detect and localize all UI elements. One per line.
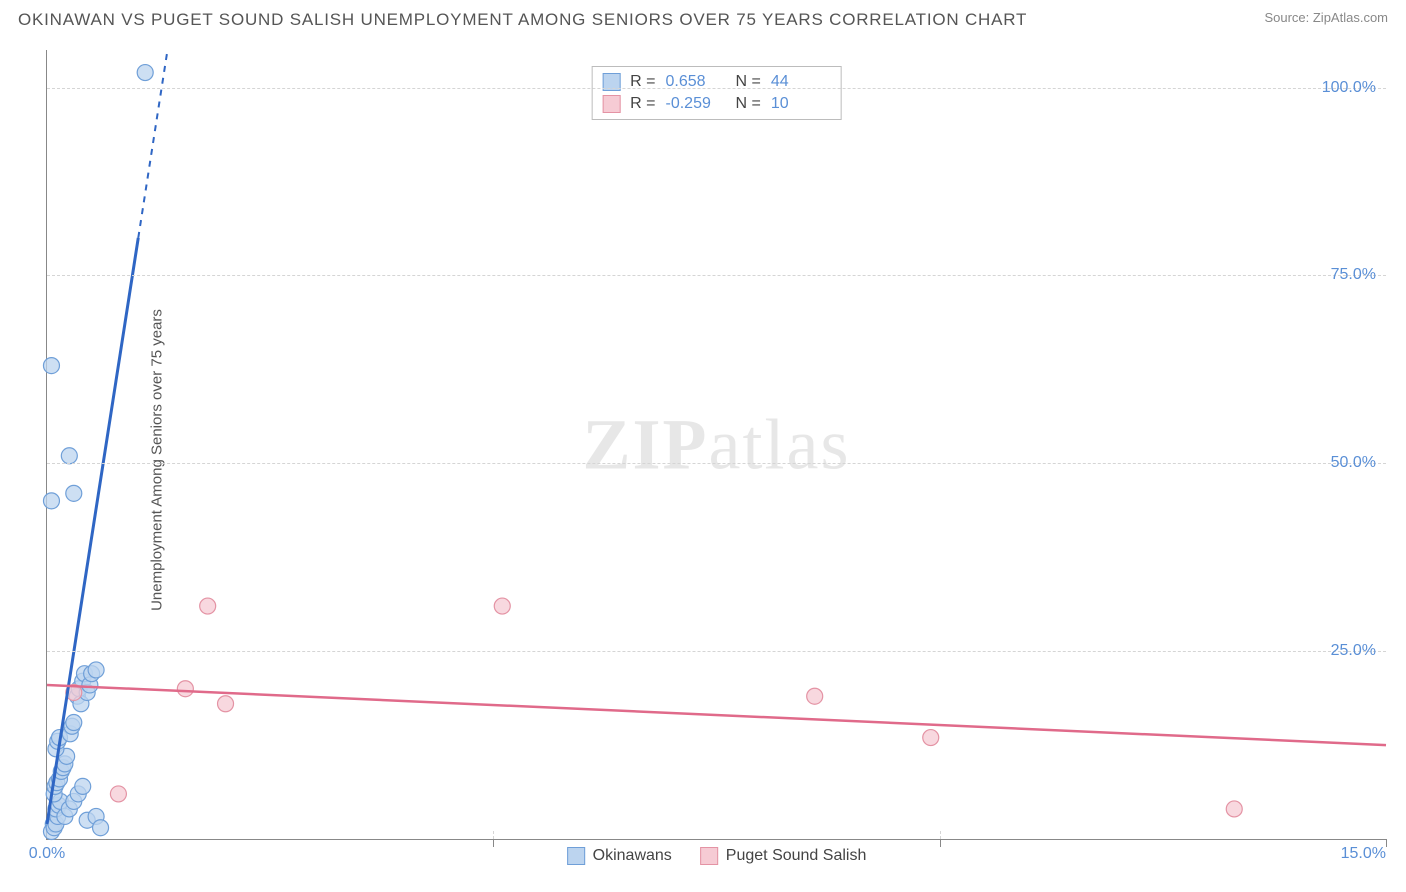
header: OKINAWAN VS PUGET SOUND SALISH UNEMPLOYM…: [0, 0, 1406, 36]
legend-label-okinawans: Okinawans: [593, 847, 672, 865]
r-label: R =: [630, 95, 655, 113]
plot-svg: [47, 50, 1386, 839]
plot: ZIPatlas R = 0.658 N = 44 R = -0.259 N =…: [46, 50, 1386, 840]
legend-item-okinawans: Okinawans: [567, 847, 672, 865]
y-tick-label: 75.0%: [1331, 266, 1376, 284]
swatch-salish: [700, 847, 718, 865]
legend-row-salish: R = -0.259 N = 10: [602, 93, 831, 115]
x-tick-label: 0.0%: [29, 845, 65, 863]
x-tick-label: 15.0%: [1341, 845, 1386, 863]
legend-row-okinawans: R = 0.658 N = 44: [602, 71, 831, 93]
legend-series: Okinawans Puget Sound Salish: [567, 847, 867, 865]
chart-title: OKINAWAN VS PUGET SOUND SALISH UNEMPLOYM…: [18, 10, 1027, 30]
swatch-salish: [602, 95, 620, 113]
source-label: Source: ZipAtlas.com: [1264, 10, 1388, 25]
legend-item-salish: Puget Sound Salish: [700, 847, 867, 865]
y-tick-label: 100.0%: [1322, 79, 1376, 97]
n-value-salish: 10: [771, 95, 831, 113]
legend-label-salish: Puget Sound Salish: [726, 847, 867, 865]
chart-area: Unemployment Among Seniors over 75 years…: [0, 36, 1406, 884]
legend-correlation: R = 0.658 N = 44 R = -0.259 N = 10: [591, 66, 842, 120]
n-label: N =: [736, 95, 761, 113]
y-tick-label: 50.0%: [1331, 454, 1376, 472]
y-tick-label: 25.0%: [1331, 642, 1376, 660]
r-value-salish: -0.259: [666, 95, 726, 113]
swatch-okinawans: [567, 847, 585, 865]
